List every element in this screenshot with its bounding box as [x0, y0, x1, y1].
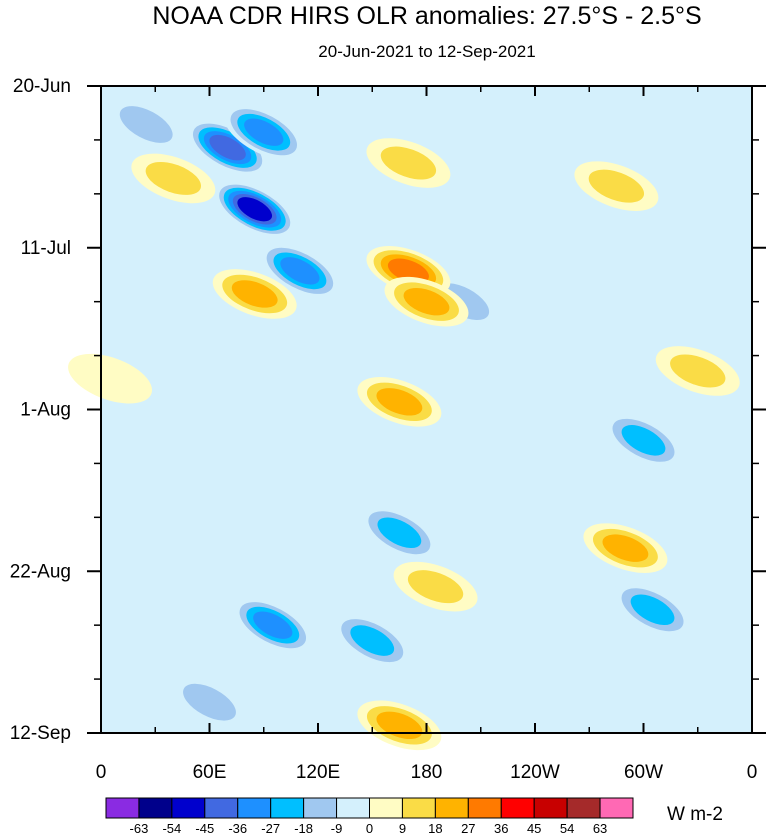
anomaly-contour	[280, 257, 320, 285]
anomaly-blob	[612, 582, 693, 638]
colorbar-swatch	[204, 797, 239, 819]
anomaly-blob	[583, 523, 668, 573]
colorbar-swatch	[171, 797, 206, 819]
plot-area	[68, 86, 752, 751]
x-tick-label: 60E	[193, 762, 227, 783]
colorbar-label: 45	[527, 821, 541, 835]
anomaly-contour	[602, 534, 649, 562]
anomaly-blob	[212, 269, 297, 319]
colorbar-swatch	[599, 797, 634, 819]
colorbar-swatch	[303, 797, 338, 819]
colorbar-label: 27	[461, 821, 475, 835]
colorbar-label: -54	[162, 821, 181, 835]
colorbar-swatch	[500, 797, 535, 819]
colorbar-swatch	[566, 797, 601, 819]
x-tick-label: 120E	[296, 762, 340, 783]
anomaly-contour	[387, 258, 429, 284]
x-tick-label: 0	[96, 762, 107, 783]
anomaly-blob	[214, 181, 295, 237]
anomaly-blob	[68, 353, 153, 404]
anomaly-blob	[131, 153, 216, 204]
anomaly-contour	[350, 625, 395, 656]
colorbar-label: 9	[399, 821, 406, 835]
anomaly-contour	[380, 146, 437, 180]
x-tick-label: 180	[411, 762, 443, 783]
axes: 0 60E 120E 180 120W 60W 0 20-Jun 11-Jul 1-Aug 22-A…	[10, 76, 766, 783]
anomaly-blob	[187, 119, 268, 176]
anomaly-blob	[393, 561, 478, 612]
anomaly-contour	[119, 106, 173, 143]
anomaly-contour	[403, 287, 450, 316]
anomaly-contour	[376, 388, 423, 416]
colorbar-label: 54	[560, 821, 574, 835]
colorbar-label: 63	[593, 821, 607, 835]
anomaly-blob	[223, 104, 304, 160]
anomaly-contour	[670, 354, 726, 388]
anomaly-contour	[145, 161, 202, 195]
colorbar-label: -18	[294, 821, 313, 835]
anomaly-blob	[603, 412, 684, 469]
anomaly-contour	[231, 280, 278, 308]
x-tick-label: 120W	[510, 762, 560, 783]
anomaly-blob	[259, 243, 340, 299]
x-tick-label: 0	[747, 762, 758, 783]
colorbar: -63 -54 -45 -36 -27 -18 -9 0 9 18 27 36 45 54 63	[105, 797, 634, 835]
colorbar-label: 18	[428, 821, 442, 835]
anomaly-contour	[244, 118, 284, 146]
colorbar-label: -9	[331, 821, 343, 835]
anomaly-contour	[588, 169, 645, 203]
anomaly-field	[68, 96, 740, 751]
anomaly-blob	[574, 161, 659, 211]
colorbar-label: 36	[494, 821, 508, 835]
anomaly-blob	[655, 346, 740, 396]
anomaly-contour	[407, 570, 464, 604]
anomaly-contour	[621, 425, 666, 456]
colorbar-swatch	[401, 797, 436, 819]
anomaly-blob	[384, 276, 469, 327]
colorbar-units: W m-2	[667, 804, 723, 825]
y-tick-label: 20-Jun	[13, 76, 71, 97]
colorbar-swatch	[369, 797, 403, 819]
anomaly-contour	[237, 197, 273, 222]
chart-title: NOAA CDR HIRS OLR anomalies: 27.5°S - 2.…	[152, 2, 701, 30]
anomaly-contour	[183, 683, 236, 721]
x-tick-label: 60W	[624, 762, 663, 783]
colorbar-label: -36	[228, 821, 247, 835]
colorbar-swatch	[270, 797, 305, 819]
anomaly-contour	[377, 517, 422, 549]
anomaly-blob	[332, 612, 413, 669]
colorbar-swatch	[105, 797, 140, 819]
colorbar-swatch	[237, 797, 272, 819]
colorbar-swatch	[533, 797, 568, 819]
anomaly-blob	[357, 376, 442, 427]
colorbar-label: -27	[261, 821, 280, 835]
chart-subtitle: 20-Jun-2021 to 12-Sep-2021	[318, 42, 535, 61]
y-tick-label: 22-Aug	[10, 561, 71, 582]
colorbar-swatch	[138, 797, 173, 819]
colorbar-label: -63	[130, 821, 149, 835]
y-tick-label: 1-Aug	[20, 400, 71, 421]
anomaly-contour	[630, 594, 675, 626]
colorbar-swatch	[434, 797, 469, 819]
y-tick-label: 11-Jul	[21, 238, 71, 259]
anomaly-contour	[253, 611, 293, 639]
anomaly-blob	[232, 597, 313, 653]
colorbar-label: 0	[366, 821, 373, 835]
colorbar-swatch	[467, 797, 502, 819]
y-tick-label: 12-Sep	[10, 723, 71, 744]
colorbar-label: -45	[195, 821, 214, 835]
anomaly-blob	[106, 96, 187, 153]
anomaly-blob	[169, 674, 250, 730]
anomaly-contour	[68, 353, 153, 404]
anomaly-blob	[366, 138, 451, 188]
colorbar-swatch	[336, 797, 370, 819]
anomaly-contour	[209, 134, 246, 161]
anomaly-blob	[359, 504, 440, 561]
